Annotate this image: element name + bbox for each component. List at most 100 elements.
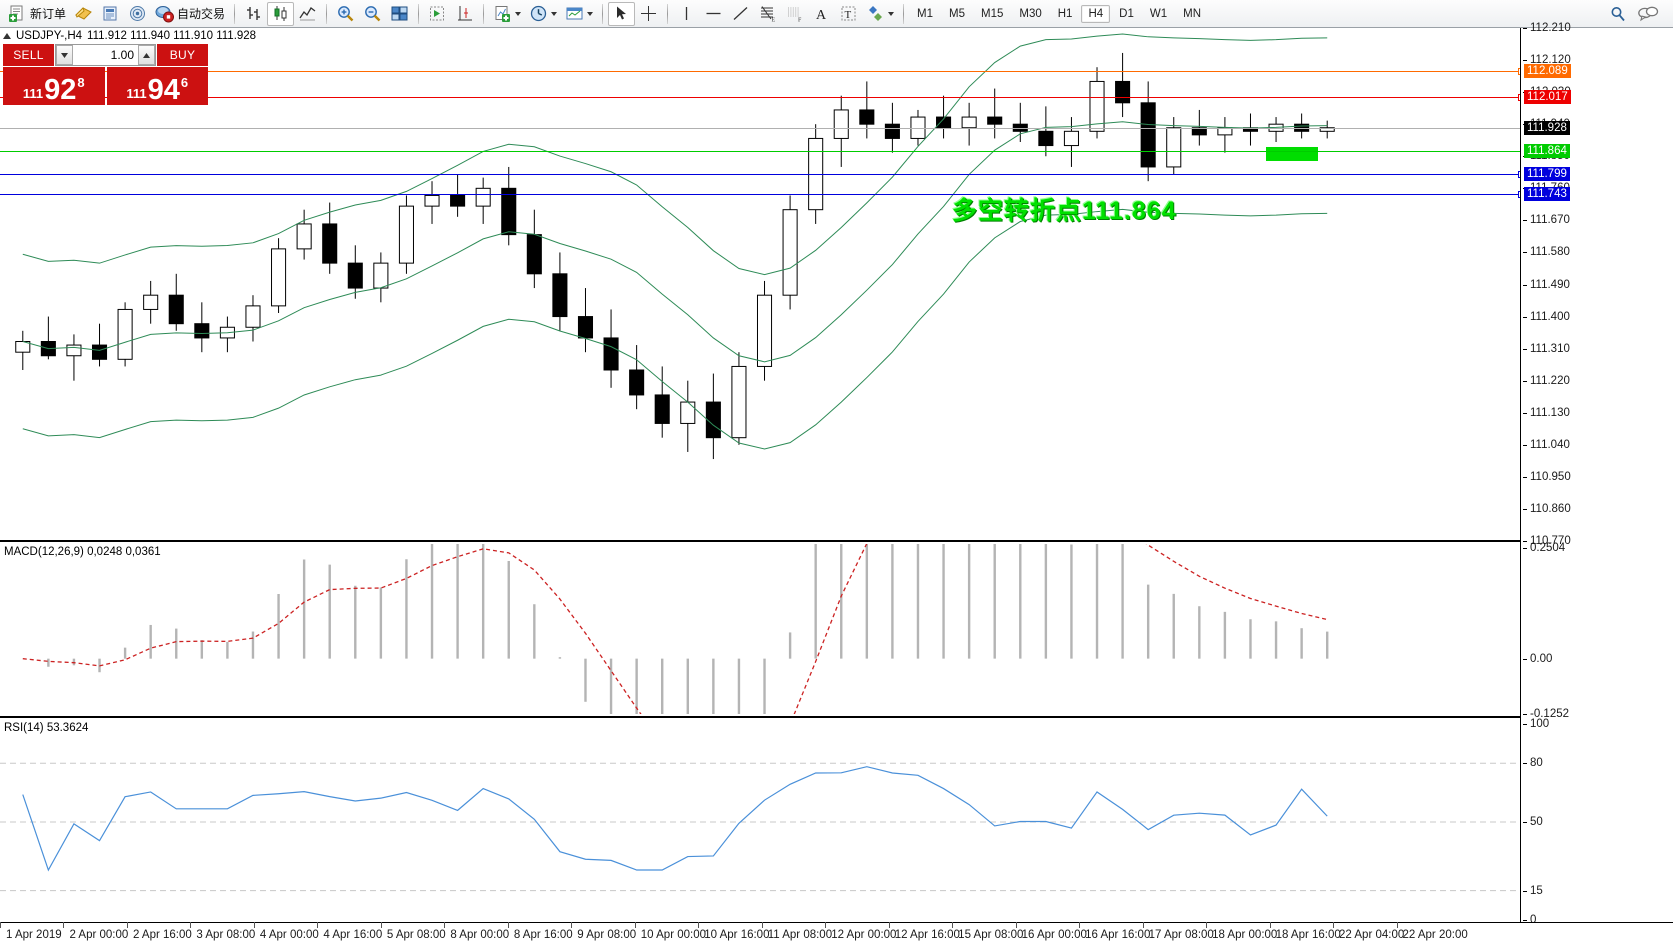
sell-price-display[interactable]: 111 92 8	[3, 67, 105, 105]
signals-button[interactable]	[124, 2, 151, 26]
line-chart-button[interactable]	[294, 2, 321, 26]
period-clock-button[interactable]	[525, 2, 561, 26]
svg-text:T: T	[845, 9, 852, 21]
price-axis[interactable]: 112.210112.120112.030111.940111.850111.7…	[1522, 22, 1673, 926]
svg-text:E: E	[772, 18, 776, 24]
time-tick: 4 Apr 00:00	[253, 922, 319, 941]
toolbar-separator	[903, 3, 905, 24]
price-level-line-last-price[interactable]	[0, 128, 1520, 130]
price-level-label-order-line[interactable]: 112.089	[1524, 64, 1571, 79]
macd-label: MACD(12,26,9) 0,0248 0,0361	[4, 546, 161, 558]
fibonacci-icon: E	[758, 4, 777, 23]
timeframe-button-h1[interactable]: H1	[1057, 7, 1073, 20]
crosshair-period-button[interactable]	[451, 2, 478, 26]
price-level-label-order-line[interactable]: 111.743	[1524, 187, 1570, 202]
time-tick: 8 Apr 00:00	[444, 922, 510, 941]
trendline-tool-button[interactable]	[727, 2, 754, 26]
timeframe-button-m1[interactable]: M1	[917, 7, 934, 20]
search-icon[interactable]	[1609, 5, 1627, 23]
label-tool-button[interactable]: T	[835, 2, 862, 26]
price-line-handle[interactable]	[1518, 68, 1520, 76]
buy-price-display[interactable]: 111 94 6	[106, 67, 208, 105]
sell-price-big: 92	[44, 74, 77, 106]
price-line-handle[interactable]	[1518, 93, 1520, 101]
volume-increase-button[interactable]	[138, 45, 155, 65]
cursor-tool-button[interactable]	[608, 1, 636, 26]
timeframe-button-h4[interactable]: H4	[1081, 4, 1111, 23]
crosshair-period-icon	[455, 4, 474, 23]
volume-stepper[interactable]: 1.00	[55, 44, 156, 66]
price-tick: 110.860	[1523, 502, 1571, 515]
timeframe-button-m15[interactable]: M15	[981, 7, 1004, 20]
crosshair-tool-button[interactable]	[635, 2, 662, 26]
zoom-in-button[interactable]	[332, 2, 359, 26]
price-level-label-order-line[interactable]: 111.799	[1524, 167, 1570, 182]
equidistant-channel-icon: F	[785, 4, 804, 23]
new-order-icon	[8, 4, 27, 23]
price-line-handle[interactable]	[1518, 191, 1520, 199]
timeframe-button-w1[interactable]: W1	[1149, 7, 1168, 20]
main-toolbar: 新订单	[0, 0, 1673, 28]
zoom-out-button[interactable]	[359, 2, 386, 26]
add-indicator-button[interactable]	[489, 2, 525, 26]
price-level-line-order-line[interactable]	[0, 93, 1520, 101]
volume-decrease-button[interactable]	[56, 45, 73, 65]
candlestick-chart-button[interactable]	[267, 1, 295, 26]
chat-icon[interactable]	[1637, 5, 1659, 23]
chevron-down-icon[interactable]	[551, 11, 558, 16]
price-level-line-order-line[interactable]	[0, 68, 1520, 76]
price-level-label-last-price[interactable]: 111.928	[1524, 121, 1570, 136]
volume-value[interactable]: 1.00	[110, 48, 134, 62]
sell-button[interactable]: SELL	[3, 44, 54, 66]
price-tick: 110.770	[1523, 535, 1571, 547]
price-level-label-order-line[interactable]: 112.017	[1524, 89, 1571, 104]
data-window-button[interactable]	[424, 2, 451, 26]
equidistant-channel-tool-button[interactable]: F	[781, 2, 808, 26]
buy-price-prefix: 111	[126, 86, 147, 101]
collapse-triangle-icon[interactable]	[3, 33, 11, 39]
new-order-button[interactable]: 新订单	[4, 2, 70, 26]
timeframe-button-mn[interactable]: MN	[1183, 7, 1201, 20]
tile-windows-button[interactable]	[386, 2, 413, 26]
price-level-line-order-line[interactable]	[0, 191, 1520, 199]
rsi-tick: 50	[1523, 816, 1543, 828]
label-icon: T	[839, 4, 858, 23]
timeframe-button-m5[interactable]: M5	[949, 7, 965, 20]
timeframe-button-m30[interactable]: M30	[1019, 7, 1042, 20]
chevron-down-icon[interactable]	[515, 11, 522, 16]
toolbar-separator	[418, 3, 420, 24]
price-tick: 111.310	[1523, 342, 1570, 355]
macd-tick: 0.00	[1522, 652, 1553, 665]
price-plot[interactable]: 多空转折点111.864 MACD(12,26,9) 0,0248 0,0361…	[0, 28, 1521, 922]
shapes-tool-button[interactable]	[862, 2, 898, 26]
price-level-label-support-line[interactable]: 111.864	[1524, 144, 1570, 159]
news-button[interactable]	[97, 2, 124, 26]
cursor-icon	[612, 4, 631, 23]
chevron-down-icon[interactable]	[888, 11, 895, 16]
expert-advisors-button[interactable]	[70, 2, 97, 26]
rsi-panel[interactable]	[0, 720, 1520, 922]
toolbar-separator	[326, 3, 328, 24]
time-tick: 17 Apr 08:00	[1142, 922, 1214, 941]
horizontal-line-tool-button[interactable]	[700, 2, 727, 26]
buy-button[interactable]: BUY	[157, 44, 208, 66]
macd-panel[interactable]	[0, 544, 1520, 714]
price-level-line-order-line[interactable]	[0, 171, 1520, 179]
time-tick: 5 Apr 08:00	[380, 922, 446, 941]
period-clock-icon	[529, 4, 548, 23]
vertical-line-tool-button[interactable]	[673, 2, 700, 26]
time-tick: 3 Apr 08:00	[190, 922, 256, 941]
timeframe-button-d1[interactable]: D1	[1119, 7, 1134, 20]
price-tick: 111.400	[1523, 310, 1570, 323]
price-level-line-support-line[interactable]	[0, 151, 1520, 153]
text-tool-button[interactable]: A	[808, 2, 835, 26]
templates-icon	[565, 4, 584, 23]
bar-chart-button[interactable]	[240, 2, 267, 26]
time-axis[interactable]: 1 Apr 2019 2 Apr 00:00 2 Apr 16:00 3 Apr 08…	[0, 922, 1673, 950]
templates-button[interactable]	[561, 2, 597, 26]
toolbar-separator	[667, 3, 669, 24]
autotrading-button[interactable]: 自动交易	[151, 2, 229, 26]
price-line-handle[interactable]	[1518, 171, 1520, 179]
chevron-down-icon[interactable]	[587, 11, 594, 16]
fibonacci-tool-button[interactable]: E	[754, 2, 781, 26]
